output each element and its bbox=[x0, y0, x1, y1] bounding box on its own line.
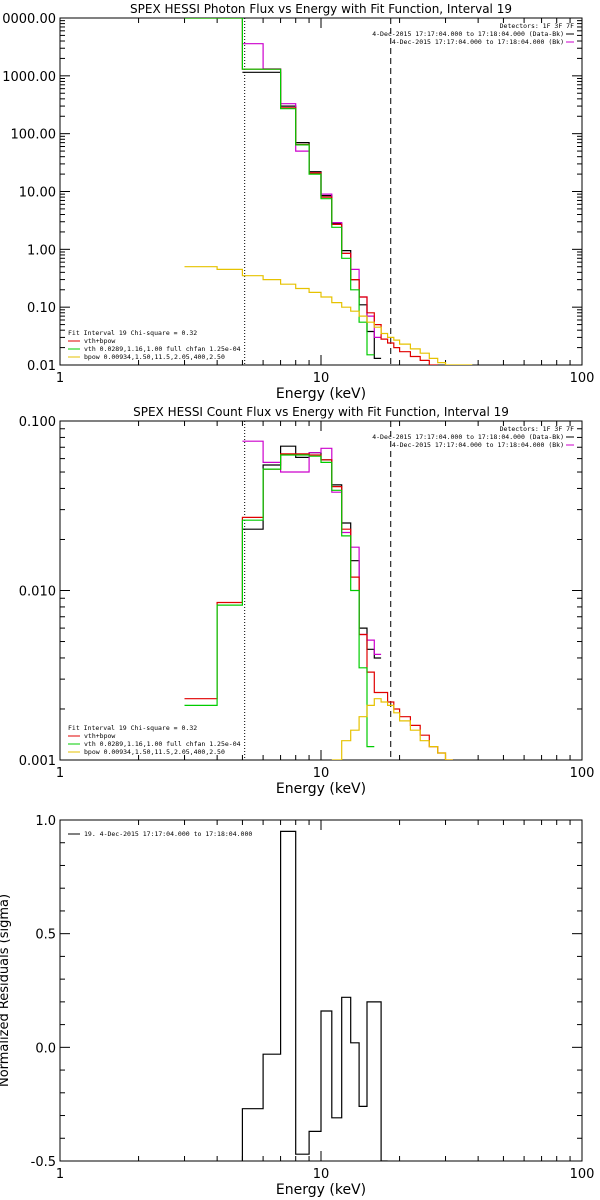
legend-topright-text: 4-Dec-2015 17:17:04.000 to 17:18:04.000 … bbox=[392, 441, 564, 449]
chart-panel-2: 1 10 100 0.001 0.010 0.100 SPEX HESSI Count Fl… bbox=[19, 405, 595, 797]
y-tick-label: 100.00 bbox=[11, 128, 57, 143]
x-axis-label: Energy (keV) bbox=[276, 1182, 366, 1198]
legend-bottomleft-text: vth+bpow bbox=[84, 732, 115, 740]
legend-topright-text: Detectors: 1F 3F 7F bbox=[500, 425, 574, 433]
y-tick-label: 0.5 bbox=[35, 928, 56, 943]
y-tick-label: 0.100 bbox=[19, 415, 56, 430]
chart-panel-3: 1 10 100 -0.5 0.0 0.5 1.0 Energy (keV) Normalize… bbox=[0, 814, 594, 1198]
x-tick-label: 100 bbox=[570, 1167, 595, 1182]
y-tick-label: 0.010 bbox=[19, 585, 56, 600]
y-tick-label: 1000.00 bbox=[2, 70, 56, 85]
series-bpow bbox=[331, 698, 453, 760]
legend-bottomleft-text: vth 0.0289,1.16,1.00 full chfan 1.25e-04 bbox=[84, 740, 241, 748]
legend-bottomleft-text: bpow 0.00934,1.50,11.5,2.05,400,2.50 bbox=[84, 748, 225, 756]
x-tick-label: 100 bbox=[570, 766, 595, 781]
x-tick-label: 100 bbox=[570, 371, 595, 386]
legend-topright-text: 4-Dec-2015 17:17:04.000 to 17:18:04.000 … bbox=[392, 38, 564, 46]
y-tick-label: 10.00 bbox=[19, 186, 56, 201]
series-vth bbox=[184, 18, 375, 356]
legend-text: 19. 4-Dec-2015 17:17:04.000 to 17:18:04.… bbox=[84, 830, 252, 838]
legend-bottomleft-text: Fit Interval 19 Chi-square = 0.32 bbox=[68, 329, 197, 337]
series-vth-bpow bbox=[184, 453, 453, 760]
series-data-bk bbox=[242, 71, 382, 359]
series-bk bbox=[242, 43, 382, 338]
series-19-4-dec-2015-17-17-04-000-to-17-18-04-000 bbox=[241, 830, 388, 1161]
y-tick-label: 0000.00 bbox=[2, 12, 56, 27]
legend-topright-text: 4-Dec-2015 17:17:04.000 to 17:18:04.000 … bbox=[372, 433, 564, 441]
y-tick-label: 0.10 bbox=[27, 301, 56, 316]
x-tick-label: 10 bbox=[313, 1167, 330, 1182]
y-tick-label: 0.001 bbox=[19, 754, 56, 769]
y-tick-label: 1.00 bbox=[27, 243, 56, 258]
legend-bottomleft-text: vth+bpow bbox=[84, 337, 115, 345]
series-vth bbox=[184, 454, 375, 748]
x-tick-label: 1 bbox=[56, 1167, 64, 1182]
x-tick-label: 1 bbox=[56, 371, 64, 386]
legend-topright-text: 4-Dec-2015 17:17:04.000 to 17:18:04.000 … bbox=[372, 30, 564, 38]
x-tick-label: 1 bbox=[56, 766, 64, 781]
legend-bottomleft-text: Fit Interval 19 Chi-square = 0.32 bbox=[68, 724, 197, 732]
legend-bottomleft-text: bpow 0.00934,1.50,11.5,2.05,400,2.50 bbox=[84, 353, 225, 361]
chart-title: SPEX HESSI Photon Flux vs Energy with Fi… bbox=[130, 2, 512, 16]
x-tick-label: 10 bbox=[313, 766, 330, 781]
series-vth-bpow bbox=[184, 18, 438, 365]
y-tick-label: 0.01 bbox=[27, 359, 56, 374]
series-bpow bbox=[184, 266, 473, 365]
y-tick-label: -0.5 bbox=[31, 1155, 56, 1170]
legend-topright-text: Detectors: 1F 3F 7F bbox=[500, 22, 574, 30]
legend-bottomleft-text: vth 0.0289,1.16,1.00 full chfan 1.25e-04 bbox=[84, 345, 241, 353]
plot-frame bbox=[59, 420, 583, 761]
x-tick-label: 10 bbox=[313, 371, 330, 386]
y-axis-label: Normalized Residuals (sigma) bbox=[0, 894, 12, 1087]
y-tick-label: 0.0 bbox=[35, 1041, 56, 1056]
x-axis-label: Energy (keV) bbox=[276, 781, 366, 797]
y-tick-label: 1.0 bbox=[35, 814, 56, 829]
chart-title: SPEX HESSI Count Flux vs Energy with Fit… bbox=[133, 405, 509, 419]
x-axis-label: Energy (keV) bbox=[276, 386, 366, 402]
chart-panel-1: 1 10 100 0.01 0.10 1.00 10.00 100.00 1000.00 0000… bbox=[2, 2, 594, 402]
